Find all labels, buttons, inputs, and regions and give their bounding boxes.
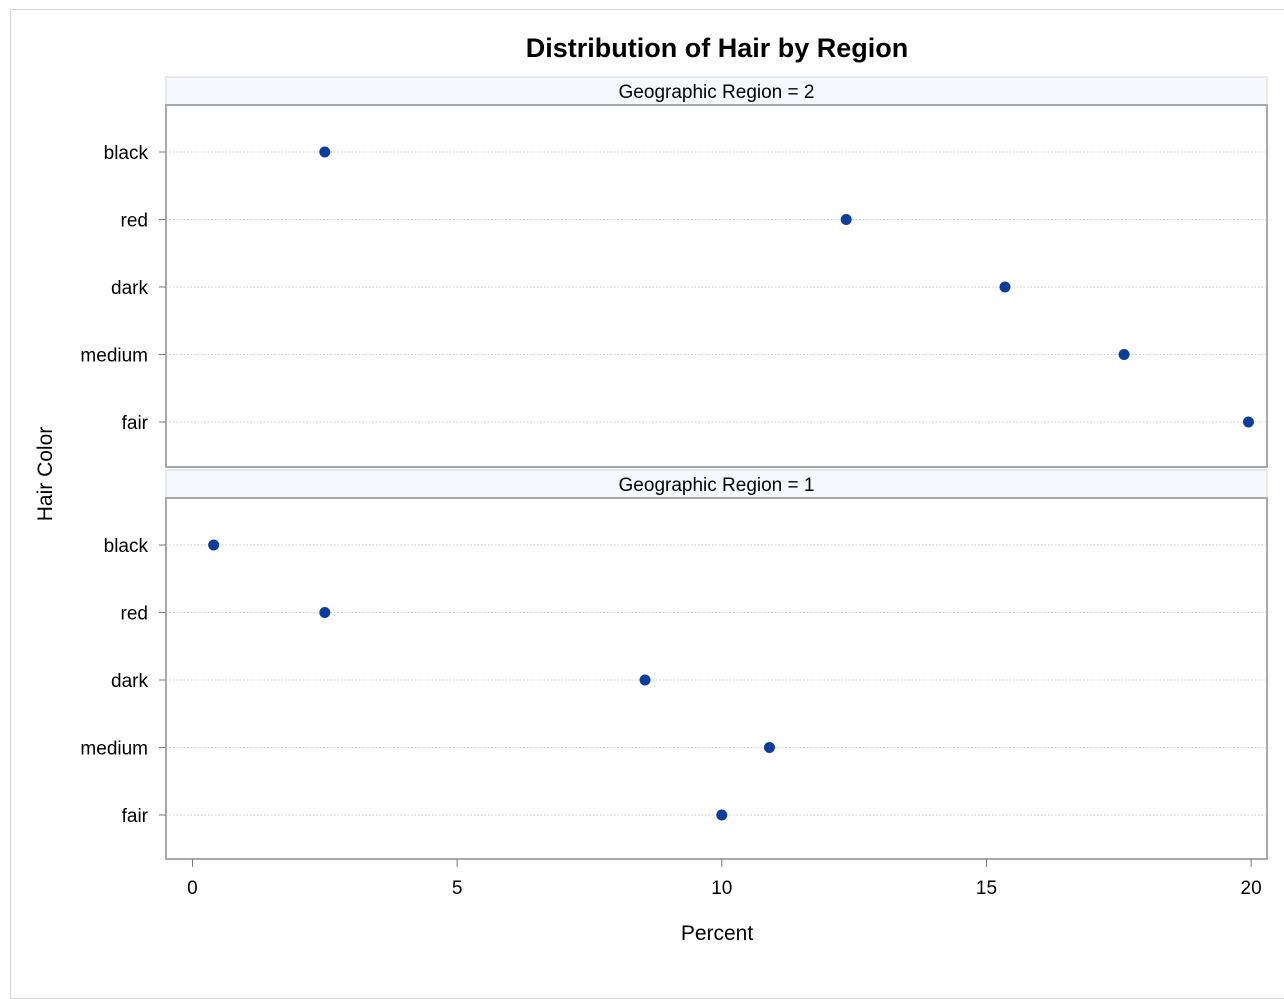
y-tick-label: fair [122, 806, 149, 827]
data-point-dark [999, 281, 1011, 293]
x-tick-label: 20 [1241, 878, 1262, 899]
y-tick-label: dark [111, 671, 148, 692]
panel-header-label: Geographic Region = 2 [619, 82, 815, 103]
data-point-medium [1118, 349, 1130, 360]
x-tick-label: 5 [452, 878, 463, 899]
y-tick-label: black [104, 536, 149, 557]
data-point-fair [1242, 416, 1254, 428]
data-point-red [319, 607, 331, 618]
panel-header [165, 469, 1268, 499]
y-tick-label: red [121, 211, 148, 232]
panel-plot-area [165, 104, 1268, 468]
y-tick-label: medium [80, 739, 148, 760]
y-tick-label: dark [111, 278, 148, 299]
panel-plot-area [165, 497, 1268, 860]
data-point-fair [716, 809, 728, 821]
x-tick-label: 15 [976, 878, 997, 899]
y-tick-label: fair [122, 413, 149, 434]
data-point-dark [639, 674, 651, 686]
data-point-red [840, 214, 852, 225]
x-tick-label: 0 [187, 878, 198, 899]
panels-layer: Geographic Region = 2 black red dark medium f… [80, 76, 1268, 860]
y-tick-label: black [104, 143, 149, 164]
x-axis: 0 5 10 15 20 [187, 859, 1262, 899]
y-axis-title: Hair Color [34, 427, 57, 522]
x-tick-label: 10 [711, 878, 732, 899]
panel-1: Geographic Region = 2 black red dark medium f… [80, 76, 1268, 468]
data-point-black [208, 539, 220, 551]
x-axis-title: Percent [681, 922, 754, 945]
data-point-medium [763, 742, 775, 753]
y-tick-label: red [121, 604, 148, 625]
panel-2: Geographic Region = 1 black red dark medium f… [80, 469, 1268, 860]
panel-header-label: Geographic Region = 1 [619, 475, 815, 496]
chart-canvas: Distribution of Hair by Region Hair Colo… [34, 33, 1268, 945]
data-point-black [319, 146, 331, 158]
chart-title: Distribution of Hair by Region [526, 33, 909, 63]
y-tick-label: medium [80, 346, 148, 367]
